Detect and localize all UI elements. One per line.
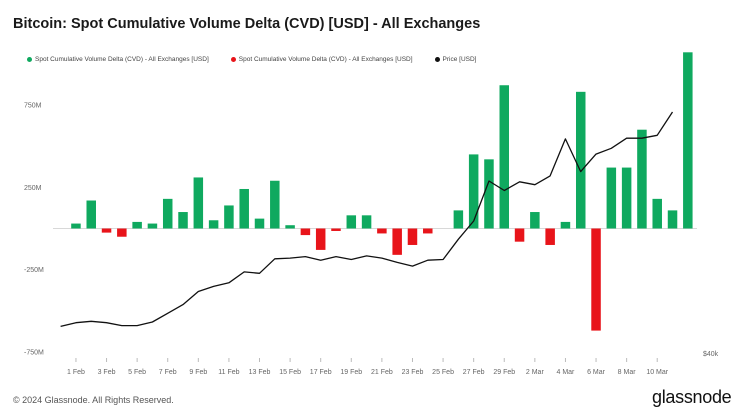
cvd-bar-negative	[591, 228, 601, 331]
cvd-bar-positive	[499, 85, 510, 229]
cvd-bar-positive	[71, 223, 81, 229]
x-tick-label: 7 Feb	[159, 369, 177, 376]
legend-label-cvd-positive: Spot Cumulative Volume Delta (CVD) - All…	[35, 56, 209, 63]
cvd-bar-positive	[254, 218, 265, 229]
cvd-bar-positive	[178, 212, 188, 229]
legend-dot-red-icon	[230, 57, 236, 62]
cvd-bar-negative	[315, 228, 326, 250]
legend-label-price: Price [USD]	[442, 56, 477, 63]
x-tick-label: 3 Feb	[98, 369, 116, 376]
legend-item-price[interactable]: Price [USD]	[434, 56, 477, 63]
cvd-bar-positive	[652, 198, 662, 229]
legend-label-cvd-negative: Spot Cumulative Volume Delta (CVD) - All…	[238, 56, 413, 63]
cvd-bar-positive	[468, 154, 479, 229]
x-tick-label: 13 Feb	[249, 369, 271, 376]
cvd-bar-negative	[101, 228, 112, 233]
cvd-bar-positive	[621, 167, 632, 229]
chart-legend: Spot Cumulative Volume Delta (CVD) - All…	[27, 56, 476, 63]
x-tick-label: 17 Feb	[310, 369, 332, 376]
x-tick-label: 10 Mar	[646, 369, 668, 376]
x-tick-label: 11 Feb	[218, 369, 239, 376]
y-tick-label: -750M	[24, 350, 44, 357]
legend-dot-green-icon	[27, 57, 32, 62]
cvd-bar-negative	[407, 228, 418, 245]
cvd-bar-positive	[683, 52, 693, 229]
cvd-bar-positive	[453, 210, 464, 229]
cvd-bar-negative	[331, 228, 341, 231]
copyright-text: © 2024 Glassnode. All Rights Reserved.	[13, 395, 174, 405]
cvd-bar-positive	[270, 180, 280, 229]
cvd-bar-positive	[560, 221, 571, 229]
x-tick-label: 15 Feb	[279, 369, 301, 376]
cvd-bar-negative	[545, 228, 555, 245]
cvd-bar-positive	[132, 221, 142, 229]
legend-item-cvd-negative[interactable]: Spot Cumulative Volume Delta (CVD) - All…	[230, 56, 413, 63]
x-tick-label: 2 Mar	[526, 369, 545, 376]
cvd-bar-positive	[208, 220, 219, 229]
x-tick-label: 29 Feb	[493, 369, 515, 376]
cvd-bar-positive	[530, 212, 540, 229]
x-tick-label: 5 Feb	[128, 369, 146, 376]
cvd-bar-positive	[606, 167, 617, 229]
x-tick-label: 27 Feb	[463, 369, 485, 376]
x-tick-label: 23 Feb	[402, 369, 424, 376]
cvd-bar-positive	[147, 223, 158, 229]
legend-dot-black-icon	[434, 57, 440, 62]
x-tick-label: 19 Feb	[340, 369, 362, 376]
legend-item-cvd-positive[interactable]: Spot Cumulative Volume Delta (CVD) - All…	[27, 56, 209, 63]
cvd-bar-positive	[575, 91, 586, 229]
cvd-bar-positive	[484, 159, 494, 229]
glassnode-logo: glassnode	[652, 387, 732, 407]
cvd-bar-negative	[377, 228, 387, 234]
price-line	[60, 111, 674, 328]
x-tick-label: 6 Mar	[587, 369, 606, 376]
cvd-bar-negative	[117, 228, 127, 237]
y-right-tick-label: $40k	[703, 351, 719, 358]
y-tick-label: 250M	[24, 185, 42, 192]
cvd-bar-positive	[239, 188, 249, 229]
cvd-bar-negative	[514, 228, 525, 242]
x-tick-label: 4 Mar	[556, 369, 575, 376]
cvd-bar-positive	[285, 225, 295, 229]
cvd-bar-negative	[392, 228, 402, 255]
cvd-bar-positive	[224, 205, 234, 229]
cvd-bar-positive	[637, 129, 647, 229]
x-tick-label: 8 Mar	[618, 369, 637, 376]
cvd-bar-positive	[193, 177, 204, 229]
cvd-bar-positive	[361, 215, 372, 229]
y-tick-label: -250M	[24, 267, 44, 274]
cvd-bar-positive	[667, 210, 678, 229]
y-tick-label: 750M	[24, 103, 42, 110]
cvd-bar-positive	[162, 198, 173, 229]
cvd-bar-negative	[423, 228, 433, 234]
x-tick-label: 25 Feb	[432, 369, 454, 376]
x-tick-label: 9 Feb	[189, 369, 207, 376]
cvd-bar-positive	[346, 215, 357, 229]
chart-title: Bitcoin: Spot Cumulative Volume Delta (C…	[13, 16, 481, 32]
cvd-bar-positive	[86, 200, 96, 229]
x-tick-label: 21 Feb	[371, 369, 393, 376]
cvd-bar-negative	[300, 228, 311, 236]
x-tick-label: 1 Feb	[67, 369, 85, 376]
